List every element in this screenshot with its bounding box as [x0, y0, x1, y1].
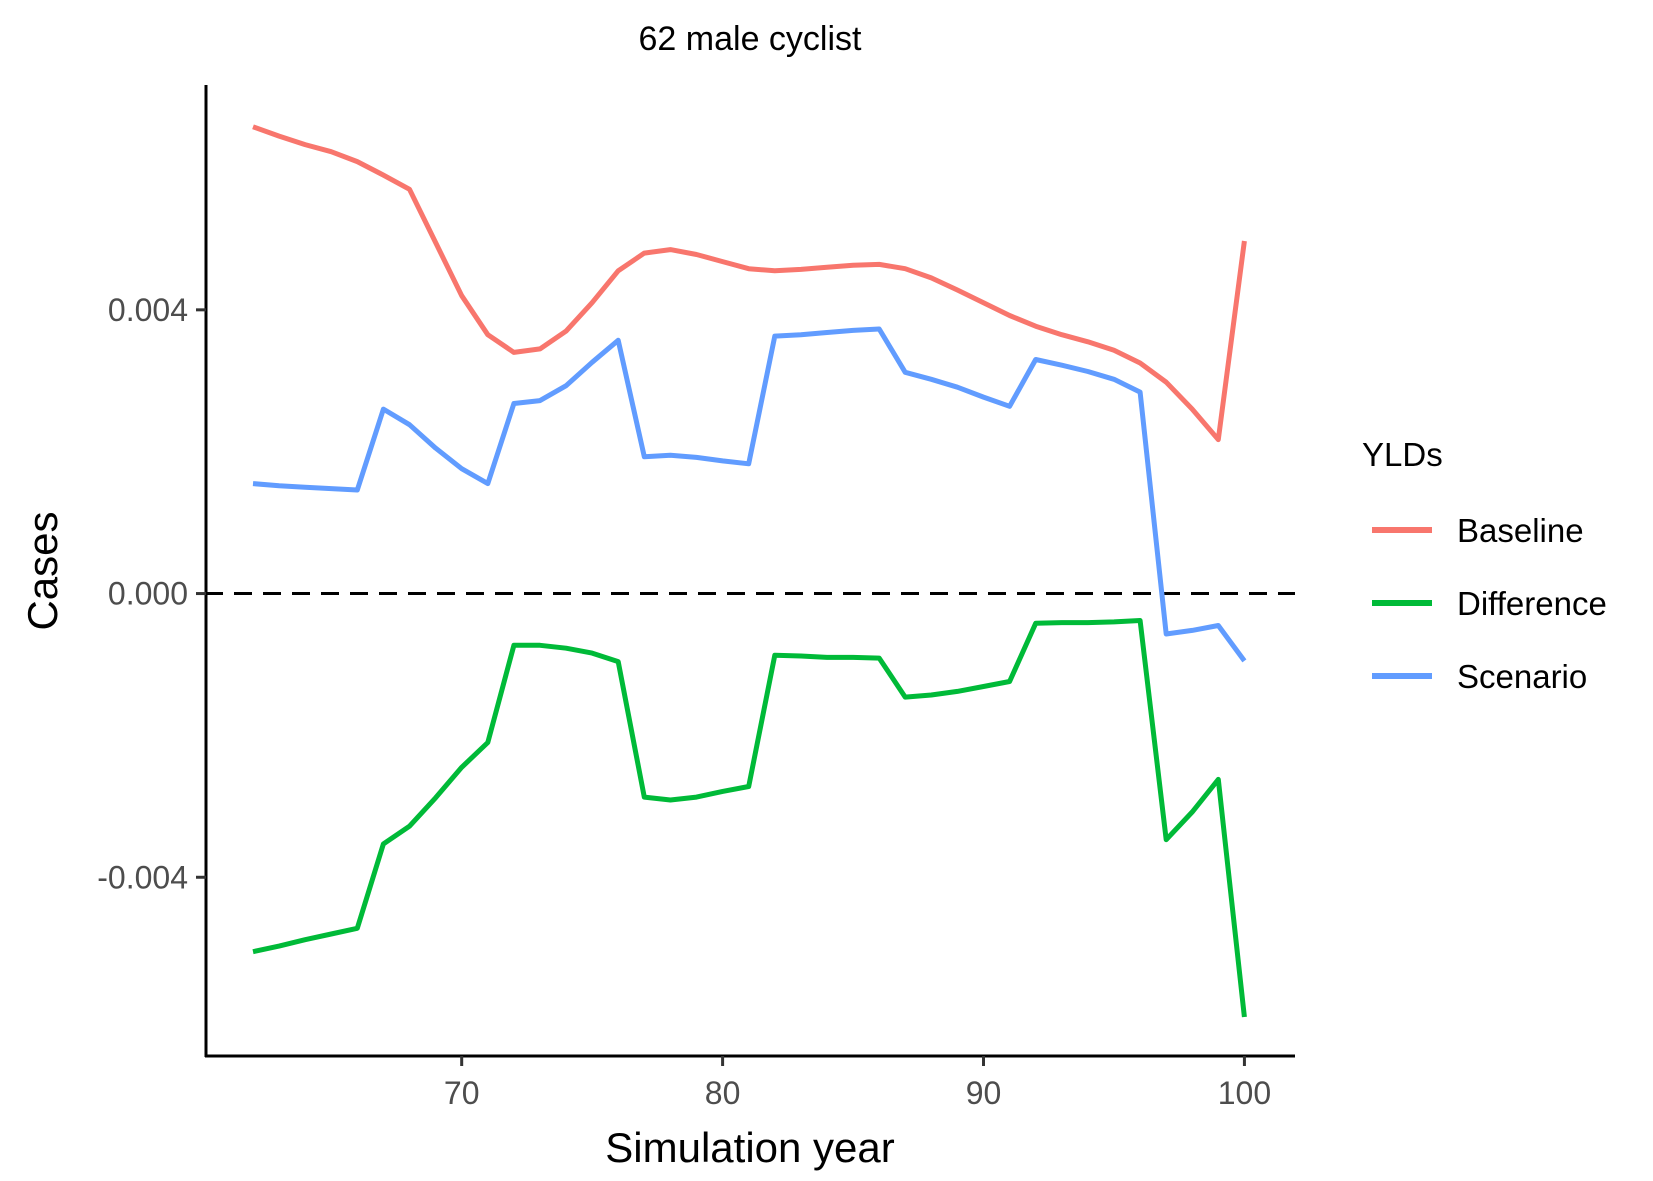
- legend-item-scenario: Scenario: [1372, 658, 1587, 695]
- series-line-difference: [252, 618, 1247, 1018]
- legend: YLDs Baseline Difference Scenario: [1362, 436, 1607, 695]
- legend-label: Baseline: [1457, 512, 1584, 549]
- x-axis-title: Simulation year: [605, 1124, 894, 1171]
- chart-title: 62 male cyclist: [639, 20, 863, 58]
- x-tick-label: 80: [705, 1075, 741, 1111]
- series-line-scenario: [252, 326, 1247, 663]
- legend-label: Scenario: [1457, 658, 1587, 695]
- plot-panel: 70 80 90 100 -0.004 0.000 0.004: [97, 85, 1295, 1111]
- legend-label: Difference: [1457, 585, 1607, 622]
- y-axis-ticks: -0.004 0.000 0.004: [97, 292, 206, 895]
- x-tick-label: 70: [444, 1075, 480, 1111]
- y-tick-label: -0.004: [97, 859, 188, 895]
- legend-item-baseline: Baseline: [1372, 512, 1584, 549]
- legend-title: YLDs: [1362, 436, 1443, 473]
- series-layer: [252, 124, 1247, 1018]
- series-line-baseline: [252, 124, 1247, 443]
- legend-item-difference: Difference: [1372, 585, 1607, 622]
- y-tick-label: 0.004: [108, 292, 188, 328]
- x-axis-ticks: 70 80 90 100: [444, 1056, 1271, 1111]
- y-axis-title: Cases: [19, 511, 66, 630]
- x-tick-label: 90: [966, 1075, 1002, 1111]
- legend-items: Baseline Difference Scenario: [1372, 512, 1607, 695]
- x-tick-label: 100: [1218, 1075, 1271, 1111]
- y-tick-label: 0.000: [108, 576, 188, 612]
